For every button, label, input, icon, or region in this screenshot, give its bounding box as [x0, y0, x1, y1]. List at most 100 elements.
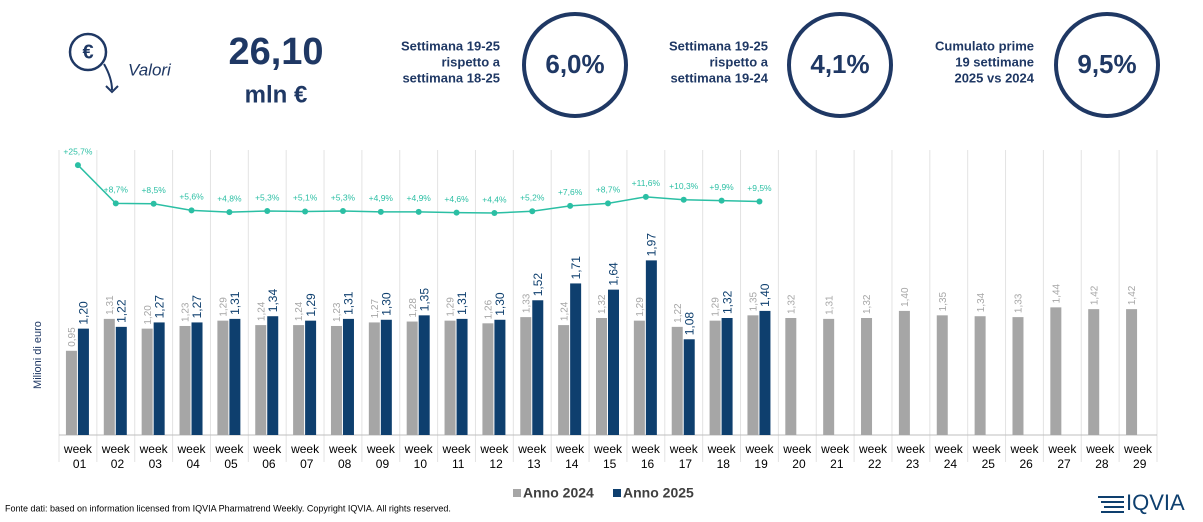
bar-label: 1,40 — [758, 283, 772, 307]
growth-label: +5,3% — [331, 192, 356, 202]
source-note: Fonte dati: based on information license… — [5, 503, 451, 513]
kpi-label: 2025 vs 2024 — [954, 70, 1034, 85]
total-unit: mln € — [245, 81, 308, 108]
icon-circle — [68, 32, 108, 72]
growth-label: +9,5% — [747, 183, 772, 193]
icon-arrow — [103, 63, 119, 94]
x-tick-label: week 19 — [744, 442, 774, 471]
logo-text: IQVIA — [1126, 490, 1185, 515]
x-tick-label: week 18 — [707, 442, 737, 471]
x-tick-label: week 14 — [555, 442, 585, 471]
growth-point — [642, 193, 649, 200]
growth-label: +4,9% — [407, 193, 432, 203]
bar-label: 1,22 — [673, 303, 684, 323]
kpi-value: 4,1% — [810, 49, 869, 79]
y-axis-label: Milioni di euro — [32, 321, 44, 389]
bar — [141, 328, 153, 435]
bar — [494, 319, 506, 435]
bar — [532, 300, 544, 435]
bar-label: 1,32 — [786, 294, 797, 314]
bar — [759, 310, 771, 435]
bar — [1126, 309, 1138, 435]
bar-label: 1,42 — [1089, 285, 1100, 305]
bar-label: 1,32 — [862, 294, 873, 314]
bar-label: 1,31 — [824, 295, 835, 315]
growth-label: +5,1% — [293, 193, 318, 203]
x-tick-label: week 04 — [177, 442, 207, 471]
logo: IQVIA — [1098, 490, 1185, 515]
growth-label: +4,4% — [482, 194, 507, 204]
kpi-circle — [522, 12, 628, 118]
growth-label: +4,8% — [217, 193, 242, 203]
bar-label: 1,22 — [114, 299, 128, 323]
bar-label: 1,29 — [304, 293, 318, 317]
bar — [785, 318, 797, 435]
bar-label: 1,35 — [938, 291, 949, 311]
euro-icon: € — [68, 32, 119, 94]
bar — [103, 318, 115, 435]
legend-label: Anno 2024 — [523, 485, 594, 501]
x-tick-label: week 25 — [972, 442, 1002, 471]
x-tick-label: week 20 — [782, 442, 812, 471]
bar-label: 1,08 — [682, 312, 696, 336]
growth-label: +8,7% — [596, 185, 621, 195]
bar — [115, 326, 127, 435]
bar — [179, 325, 191, 435]
x-tick-label: week 17 — [669, 442, 699, 471]
bar-label: 1,97 — [645, 233, 659, 257]
growth-label: +9,9% — [709, 182, 734, 192]
bar-label: 1,29 — [446, 297, 457, 317]
icon-label: Valori — [128, 60, 172, 79]
bar — [77, 328, 89, 435]
bar — [861, 318, 873, 435]
bar — [65, 350, 77, 435]
bar — [683, 339, 695, 435]
bar-label: 1,40 — [900, 287, 911, 307]
bar — [974, 316, 986, 435]
growth-point — [491, 210, 498, 217]
bar — [747, 315, 759, 435]
bar — [1012, 317, 1024, 435]
growth-label: +4,9% — [369, 193, 394, 203]
bar-label: 1,27 — [152, 295, 166, 319]
growth-label: +4,6% — [444, 194, 469, 204]
bar — [305, 320, 317, 435]
bar — [217, 320, 229, 435]
bar — [456, 318, 468, 435]
x-tick-label: week 26 — [1009, 442, 1039, 471]
bar — [898, 310, 910, 435]
kpi-value: 9,5% — [1077, 49, 1136, 79]
bar — [153, 322, 165, 435]
bar-label: 1,34 — [976, 292, 987, 312]
growth-point — [264, 208, 271, 215]
x-tick-label: week 23 — [896, 442, 926, 471]
bar-label: 0,95 — [67, 327, 78, 347]
x-tick-label: week 09 — [366, 442, 396, 471]
growth-point — [112, 200, 119, 207]
kpi-value: 6,0% — [545, 49, 604, 79]
growth-point — [529, 208, 536, 215]
bar — [633, 320, 645, 435]
bar-label: 1,24 — [559, 301, 570, 321]
x-tick-label: week 22 — [858, 442, 888, 471]
x-tick-label: week 27 — [1047, 442, 1077, 471]
bar-label: 1,71 — [569, 256, 583, 280]
bar-label: 1,35 — [749, 291, 760, 311]
growth-point — [415, 208, 422, 215]
bar-label: 1,52 — [531, 273, 545, 297]
bar-label: 1,42 — [1127, 285, 1138, 305]
x-tick-label: week 12 — [479, 442, 509, 471]
icon-symbol: € — [82, 41, 93, 63]
bar — [709, 320, 721, 435]
growth-label: +5,3% — [255, 192, 280, 202]
growth-point — [718, 197, 725, 204]
bar — [444, 320, 456, 435]
x-tick-label: week 15 — [593, 442, 623, 471]
growth-label: +8,5% — [141, 185, 166, 195]
growth-point — [150, 200, 157, 207]
bar — [418, 315, 430, 435]
bar — [596, 318, 607, 435]
bar-label: 1,27 — [190, 295, 204, 319]
bar — [406, 321, 418, 435]
